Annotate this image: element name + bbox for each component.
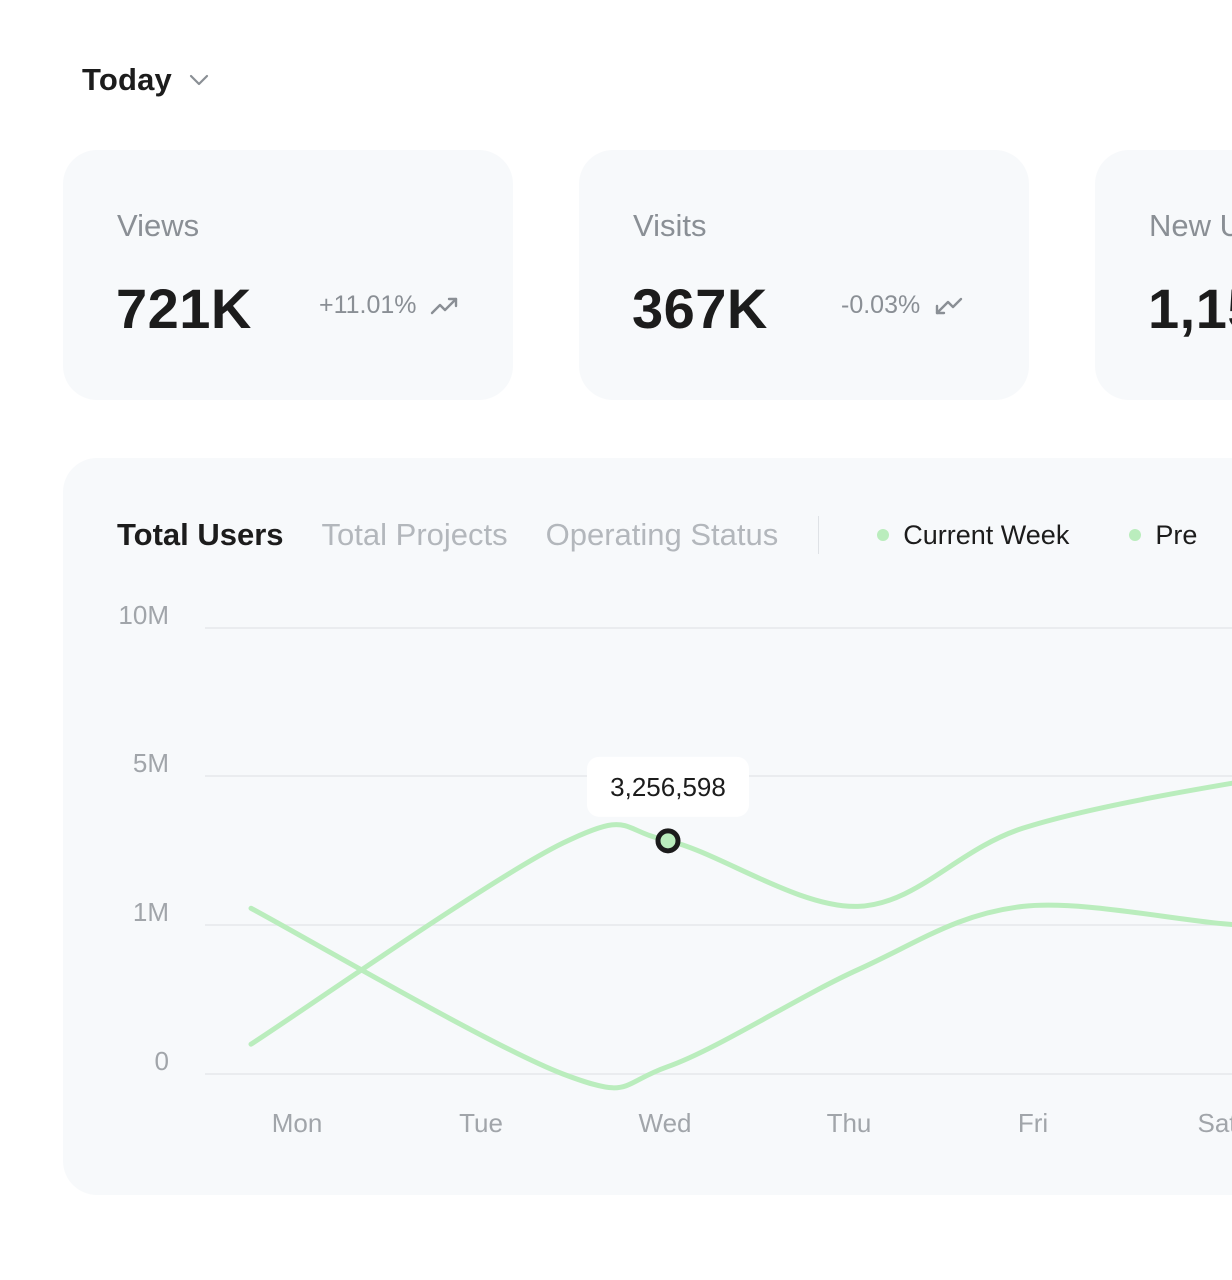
series-line-current-week bbox=[248, 780, 1232, 1047]
tabs-divider bbox=[818, 516, 820, 554]
trend-up-icon bbox=[430, 297, 457, 314]
chart-tabs: Total Users Total Projects Operating Sta… bbox=[117, 516, 1232, 554]
x-axis-tick-label: Sat bbox=[1197, 1108, 1232, 1138]
tab-total-projects[interactable]: Total Projects bbox=[321, 517, 508, 552]
legend-item-previous: Pre bbox=[1129, 520, 1197, 551]
x-axis-tick-label: Wed bbox=[639, 1108, 692, 1138]
tooltip-marker bbox=[655, 828, 681, 854]
stat-value: 721K bbox=[116, 277, 252, 340]
legend-label: Pre bbox=[1155, 519, 1198, 550]
stat-card-views: Views 721K +11.01% bbox=[63, 150, 513, 400]
stat-card-new-users: New U 1,15 bbox=[1095, 150, 1232, 400]
line-chart: 10M 5M 1M 0 Mon Tue Wed Thu Fri Sat 3,256,598 bbox=[118, 600, 1232, 1138]
stat-change: +11.01% bbox=[319, 291, 461, 320]
tooltip-box bbox=[587, 756, 749, 817]
y-axis-tick-label: 0 bbox=[155, 1046, 169, 1076]
stat-value: 367K bbox=[632, 277, 768, 340]
chart-panel: 10M 5M 1M 0 Mon Tue Wed Thu Fri Sat 3,256,598 Tota… bbox=[63, 458, 1232, 1195]
period-label: Today bbox=[82, 62, 172, 97]
tab-operating-status[interactable]: Operating Status bbox=[545, 517, 779, 552]
x-axis-tick-label: Fri bbox=[1018, 1108, 1048, 1138]
stat-change-value: +11.01% bbox=[319, 291, 417, 319]
legend-dot-icon bbox=[1129, 529, 1142, 541]
series-line-previous bbox=[248, 902, 1232, 1091]
stat-value: 1,15 bbox=[1148, 277, 1232, 340]
x-axis-tick-label: Thu bbox=[827, 1108, 872, 1138]
y-axis-tick-label: 1M bbox=[133, 897, 169, 927]
stat-title: New U bbox=[1149, 208, 1232, 243]
tooltip-value: 3,256,598 bbox=[610, 772, 726, 802]
stat-title: Views bbox=[117, 208, 200, 243]
stat-change-value: -0.03% bbox=[841, 291, 921, 319]
period-selector[interactable]: Today bbox=[82, 62, 212, 98]
stat-title: Visits bbox=[633, 208, 707, 243]
tab-total-users[interactable]: Total Users bbox=[117, 517, 284, 552]
stat-change: -0.03% bbox=[841, 291, 964, 320]
legend-item-current-week: Current Week bbox=[877, 520, 1069, 551]
x-axis-tick-label: Mon bbox=[272, 1108, 323, 1138]
legend-label: Current Week bbox=[903, 519, 1070, 550]
y-axis-tick-label: 5M bbox=[133, 748, 169, 778]
y-axis-tick-label: 10M bbox=[118, 600, 169, 630]
x-axis-tick-label: Tue bbox=[459, 1108, 503, 1138]
chevron-down-icon bbox=[189, 74, 209, 86]
stat-card-visits: Visits 367K -0.03% bbox=[579, 150, 1029, 400]
legend-dot-icon bbox=[877, 529, 890, 541]
trend-down-icon bbox=[936, 297, 963, 314]
